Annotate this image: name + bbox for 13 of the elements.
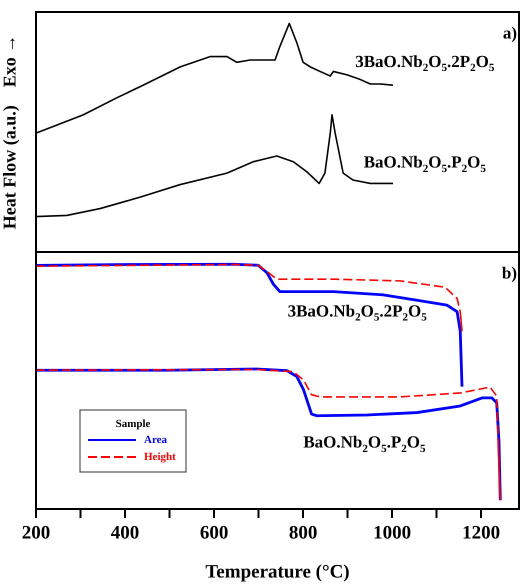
legend-title: Sample [116,418,151,430]
x-tick-label: 1000 [373,522,412,544]
annotation: b) [502,263,518,282]
legend-label: Area [144,434,168,446]
x-tick-label: 400 [110,522,140,544]
x-axis-title: Temperature (°C) [205,562,350,583]
legend-label: Height [144,450,176,463]
y-axis-title: Heat Flow (a.u.) Exo → [0,34,20,230]
x-tick-label: 600 [200,522,228,544]
x-tick-label: 200 [22,522,50,544]
annotation: a) [502,23,518,42]
x-tick-label: 1200 [462,522,500,544]
x-tick-label: 800 [288,522,318,544]
